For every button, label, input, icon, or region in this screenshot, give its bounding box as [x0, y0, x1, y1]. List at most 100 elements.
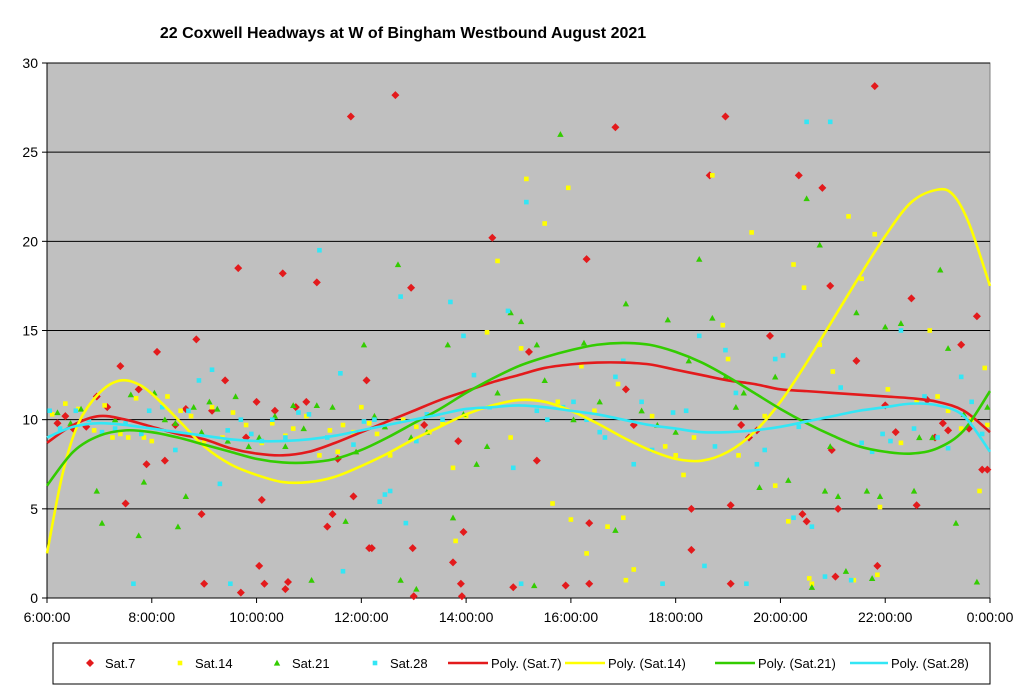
data-point: [351, 442, 356, 447]
data-point: [696, 255, 703, 262]
data-point: [306, 412, 312, 417]
data-point: [662, 444, 668, 449]
data-point: [891, 428, 900, 437]
data-point: [121, 499, 130, 508]
data-point: [518, 346, 524, 351]
data-point: [112, 426, 118, 431]
data-point: [696, 333, 702, 339]
data-point: [984, 403, 991, 410]
data-point: [958, 374, 964, 380]
data-point: [818, 183, 827, 192]
data-point: [709, 314, 716, 321]
data-point: [359, 404, 364, 410]
data-point: [927, 328, 933, 333]
x-tick-label: 10:00:00: [229, 609, 284, 625]
legend-marker: [372, 660, 378, 666]
data-point: [882, 323, 889, 330]
data-point: [449, 558, 458, 567]
data-point: [685, 357, 692, 364]
legend-item-poly-sat-28: Poly. (Sat.28): [850, 656, 969, 671]
legend-item-poly-sat-7: Poly. (Sat.7): [448, 656, 562, 671]
data-point: [400, 417, 406, 422]
data-point: [821, 487, 829, 494]
data-point: [827, 119, 833, 125]
data-point: [859, 440, 864, 446]
data-point: [135, 532, 142, 539]
data-point: [620, 515, 626, 521]
gridlines: [47, 62, 990, 510]
data-point: [957, 340, 966, 349]
data-point: [596, 398, 603, 405]
data-point: [888, 438, 893, 444]
data-point: [296, 410, 301, 415]
data-point: [796, 424, 802, 430]
data-point: [409, 592, 418, 601]
data-point: [687, 545, 696, 554]
data-point: [732, 403, 740, 410]
data-point: [664, 316, 672, 323]
data-point: [869, 449, 875, 455]
data-point: [952, 519, 960, 526]
data-point: [449, 514, 457, 521]
data-point: [803, 195, 810, 202]
x-tick-label: 18:00:00: [648, 609, 703, 625]
data-point: [271, 412, 279, 419]
data-point: [270, 406, 279, 415]
y-tick-label: 25: [22, 144, 38, 160]
data-point: [153, 347, 162, 356]
data-point: [174, 523, 182, 530]
data-point: [440, 417, 445, 422]
data-point: [817, 342, 823, 348]
data-point: [683, 408, 689, 414]
data-point: [639, 399, 644, 405]
data-point: [979, 431, 985, 437]
data-point: [585, 579, 594, 588]
data-point: [366, 420, 372, 426]
data-point: [190, 403, 197, 410]
data-point: [834, 504, 843, 513]
data-point: [110, 435, 115, 440]
legend-label: Sat.14: [195, 656, 233, 671]
data-point: [808, 584, 816, 590]
data-point: [209, 404, 215, 410]
data-point: [349, 492, 358, 501]
legend-label: Sat.21: [292, 656, 330, 671]
data-point: [620, 358, 626, 364]
data-point: [133, 395, 139, 401]
legend-marker: [273, 659, 281, 666]
data-point: [670, 410, 676, 415]
data-point: [969, 399, 974, 405]
data-point: [510, 465, 516, 471]
data-point: [407, 283, 416, 292]
data-point: [93, 487, 100, 494]
data-point: [414, 438, 419, 444]
trendline-poly-sat-28: [46, 402, 992, 453]
data-point: [545, 417, 550, 422]
data-point: [391, 91, 400, 100]
data-point: [342, 518, 349, 524]
data-point: [245, 443, 252, 450]
data-point: [723, 347, 728, 353]
data-point: [749, 230, 754, 235]
data-point: [621, 385, 630, 394]
data-point: [225, 428, 231, 433]
data-point: [196, 378, 202, 383]
data-point: [454, 437, 463, 446]
data-point: [831, 572, 840, 581]
data-point: [754, 461, 760, 467]
trendline-poly-sat-21: [45, 341, 992, 487]
data-point: [98, 519, 106, 526]
data-point: [484, 329, 490, 335]
legend-item-sat-14: Sat.14: [177, 656, 233, 671]
data-point: [49, 412, 55, 417]
data-point: [816, 241, 823, 248]
chart-title: 22 Coxwell Headways at W of Bingham West…: [160, 25, 646, 42]
data-point: [172, 420, 179, 426]
data-point: [631, 461, 637, 467]
legend-box: [52, 642, 991, 685]
data-point: [372, 417, 377, 422]
data-point: [584, 551, 589, 556]
data-point: [448, 299, 453, 305]
data-point: [269, 420, 275, 426]
